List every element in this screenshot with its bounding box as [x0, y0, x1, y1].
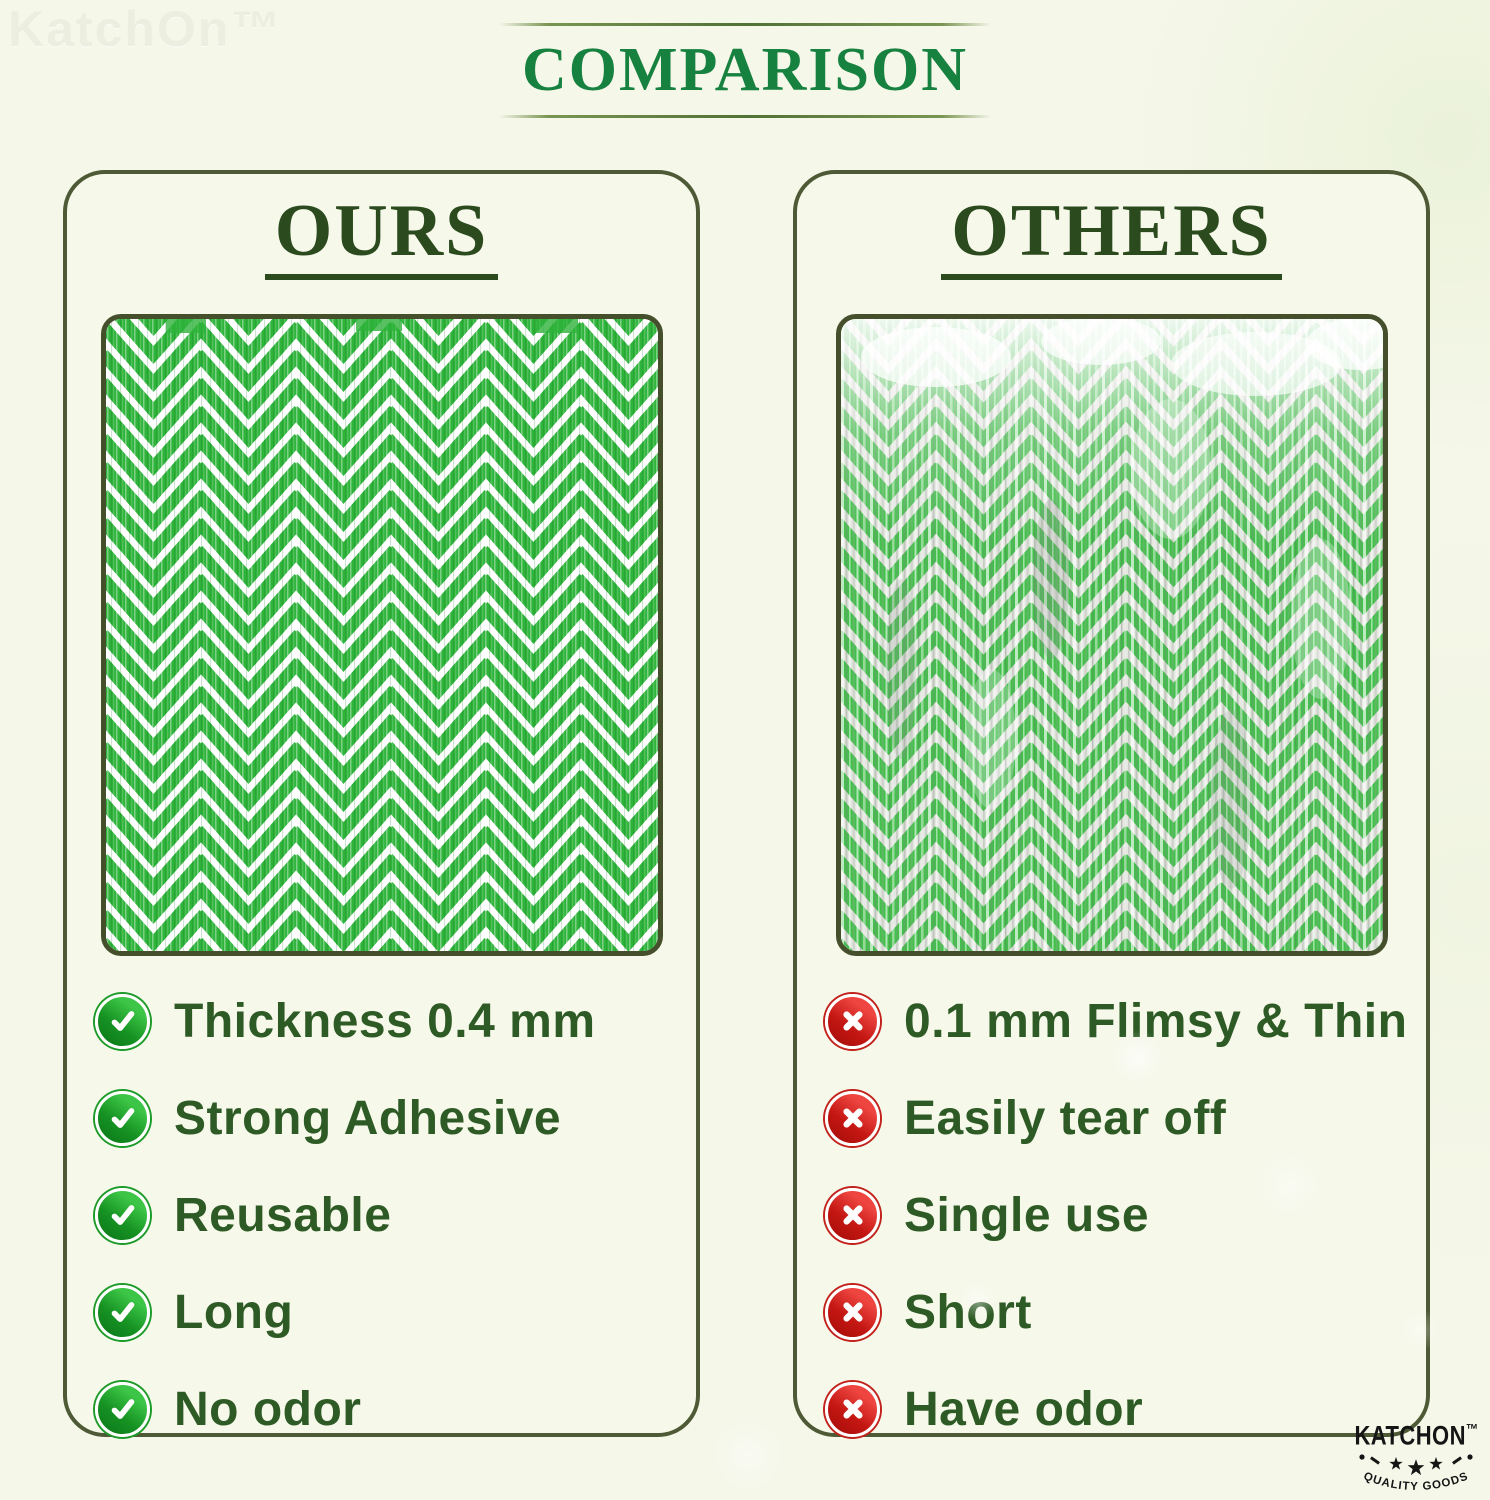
cross-icon	[825, 1090, 880, 1146]
star-icons	[1359, 1454, 1473, 1476]
trademark-symbol: ™	[1465, 1420, 1479, 1438]
cross-icon	[825, 1187, 880, 1243]
check-icon	[95, 1187, 150, 1243]
feature-item: Single use	[825, 1187, 1426, 1243]
title-rule-top	[499, 23, 991, 26]
title-block: COMPARISON	[499, 23, 991, 118]
check-icon	[95, 1284, 150, 1340]
feature-label: 0.1 mm Flimsy & Thin	[904, 994, 1408, 1048]
cross-icon	[825, 993, 880, 1049]
brand-watermark: KatchOn™	[8, 1, 283, 57]
others-feature-list: 0.1 mm Flimsy & Thin Easily tear off Sin…	[797, 993, 1426, 1437]
check-icon	[95, 1090, 150, 1146]
feature-item: No odor	[95, 1381, 696, 1437]
panel-others-heading: OTHERS	[941, 194, 1282, 280]
feature-label: Easily tear off	[904, 1091, 1227, 1145]
cross-icon	[825, 1381, 880, 1437]
svg-text:QUALITY GOODS: QUALITY GOODS	[1362, 1470, 1470, 1493]
panel-others: OTHERS	[793, 170, 1430, 1437]
feature-label: Thickness 0.4 mm	[174, 994, 596, 1048]
feature-item: Easily tear off	[825, 1090, 1426, 1146]
feature-item: Short	[825, 1284, 1426, 1340]
logo-name: KATCHON™	[1354, 1420, 1479, 1451]
feature-label: Have odor	[904, 1382, 1144, 1436]
cross-icon	[825, 1284, 880, 1340]
quality-goods-badge: QUALITY GOODS	[1359, 1454, 1473, 1493]
check-icon	[95, 993, 150, 1049]
title-rule-bottom	[499, 115, 991, 118]
feature-label: Short	[904, 1285, 1032, 1339]
feature-label: Reusable	[174, 1188, 392, 1242]
feature-label: No odor	[174, 1382, 362, 1436]
ours-product-image	[100, 314, 663, 956]
feature-item: 0.1 mm Flimsy & Thin	[825, 993, 1426, 1049]
chevron-pattern-image	[105, 319, 658, 951]
feature-item: Have odor	[825, 1381, 1426, 1437]
panel-ours: OURS	[63, 170, 700, 1437]
feature-item: Reusable	[95, 1187, 696, 1243]
others-product-image	[835, 314, 1388, 956]
feature-item: Thickness 0.4 mm	[95, 993, 696, 1049]
ours-feature-list: Thickness 0.4 mm Strong Adhesive Reusabl…	[67, 993, 696, 1437]
panel-ours-heading: OURS	[264, 194, 499, 280]
check-icon	[95, 1381, 150, 1437]
feature-label: Long	[174, 1285, 294, 1339]
feature-item: Long	[95, 1284, 696, 1340]
feature-label: Strong Adhesive	[174, 1091, 562, 1145]
page-title: COMPARISON	[522, 36, 968, 104]
feature-label: Single use	[904, 1188, 1150, 1242]
feature-item: Strong Adhesive	[95, 1090, 696, 1146]
foil-pattern-image	[840, 319, 1383, 951]
katchon-logo: KATCHON™ QUALITY GOODS	[1346, 1420, 1486, 1498]
logo-tagline: QUALITY GOODS	[1362, 1470, 1469, 1493]
